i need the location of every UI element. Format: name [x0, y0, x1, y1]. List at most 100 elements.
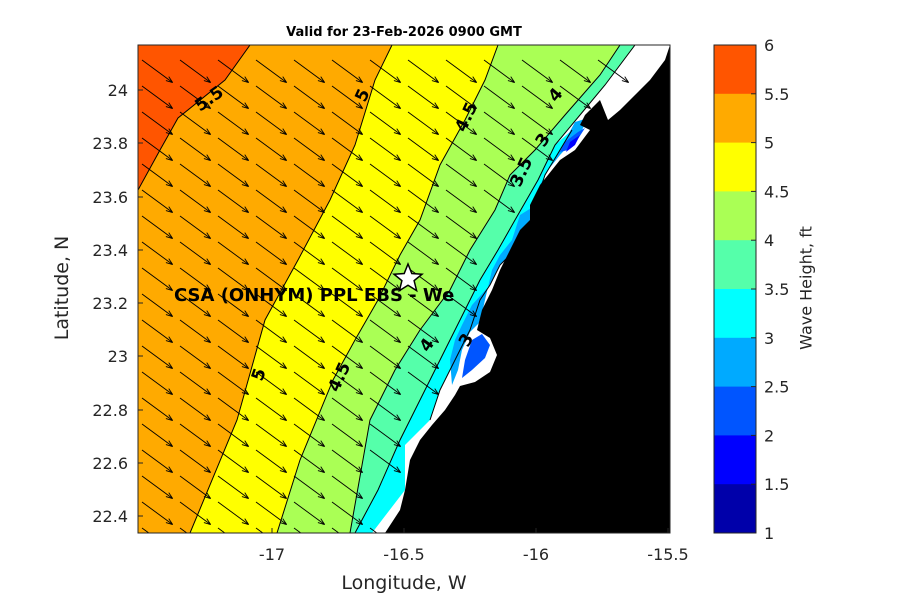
- arrow-shaft: [445, 85, 477, 109]
- arrow-head: [282, 362, 287, 369]
- arrow-head: [203, 184, 211, 187]
- arrow-head: [282, 336, 287, 343]
- arrow-head: [282, 518, 287, 525]
- arrow-head: [472, 284, 477, 291]
- arrow-head: [355, 392, 363, 395]
- arrow-shaft: [331, 345, 363, 369]
- arrow-head: [203, 106, 211, 109]
- arrow-shaft: [369, 59, 401, 83]
- arrow-head: [469, 158, 477, 161]
- arrow-shaft: [445, 137, 477, 161]
- arrow-shaft: [255, 163, 287, 187]
- arrow-head: [358, 128, 363, 135]
- arrow-head: [434, 76, 439, 83]
- arrow-head: [282, 310, 287, 317]
- colorbar-swatch: [714, 386, 756, 436]
- arrow-shaft: [293, 267, 325, 291]
- arrow-shaft: [293, 137, 325, 161]
- arrow-head: [358, 284, 363, 291]
- chart-title: Valid for 23-Feb-2026 0900 GMT: [286, 25, 522, 40]
- arrow-head: [434, 102, 439, 109]
- arrow-head: [203, 132, 211, 135]
- y-tick-label: 23: [108, 347, 128, 366]
- arrow-head: [282, 492, 287, 499]
- y-tick-label: 23.4: [92, 241, 128, 260]
- arrow-shaft: [255, 449, 287, 473]
- arrow-shaft: [217, 527, 226, 533]
- colorbar-tick-label: 5.5: [764, 85, 789, 104]
- arrow-shaft: [331, 85, 363, 109]
- arrow-head: [317, 496, 325, 499]
- arrow-shaft: [445, 293, 477, 317]
- arrow-head: [203, 288, 211, 291]
- arrow-head: [507, 106, 515, 109]
- arrow-head: [396, 232, 401, 239]
- arrow-shaft: [217, 59, 249, 83]
- arrow-head: [510, 128, 515, 135]
- arrow-shaft: [521, 527, 530, 533]
- arrow-head: [358, 76, 363, 83]
- arrow-shaft: [407, 111, 439, 135]
- arrow-head: [396, 466, 401, 473]
- arrow-head: [244, 466, 249, 473]
- arrow-head: [318, 549, 325, 551]
- arrow-head: [321, 545, 325, 551]
- arrow-head: [279, 496, 287, 499]
- arrow-head: [168, 154, 173, 161]
- arrow-head: [320, 518, 325, 525]
- arrow-shaft: [141, 475, 173, 499]
- x-axis-label: Longitude, W: [341, 572, 467, 594]
- arrow-head: [434, 180, 439, 187]
- arrow-shaft: [369, 527, 378, 533]
- arrow-head: [472, 310, 477, 317]
- arrow-shaft: [331, 59, 363, 83]
- arrow-shaft: [293, 319, 325, 343]
- arrow-head: [434, 206, 439, 213]
- arrow-shaft: [293, 449, 325, 473]
- arrow-head: [355, 444, 363, 447]
- arrow-head: [469, 132, 477, 135]
- arrow-head: [241, 418, 249, 421]
- arrow-head: [241, 314, 249, 317]
- arrow-head: [511, 545, 515, 551]
- arrow-head: [320, 466, 325, 473]
- arrow-head: [282, 128, 287, 135]
- arrow-shaft: [255, 111, 287, 135]
- arrow-shaft: [369, 137, 401, 161]
- arrow-head: [393, 340, 401, 343]
- arrow-head: [279, 314, 287, 317]
- arrow-shaft: [293, 189, 325, 213]
- arrow-head: [168, 76, 173, 83]
- arrow-head: [510, 76, 515, 83]
- arrow-head: [625, 545, 629, 551]
- arrow-head: [431, 80, 439, 83]
- arrow-head: [168, 388, 173, 395]
- arrow-shaft: [141, 111, 173, 135]
- arrow-shaft: [635, 527, 644, 533]
- arrow-head: [168, 180, 173, 187]
- arrow-shaft: [141, 215, 173, 239]
- arrow-head: [241, 262, 249, 265]
- arrow-shaft: [407, 215, 439, 239]
- y-tick-label: 24: [108, 81, 128, 100]
- arrow-shaft: [369, 215, 401, 239]
- arrow-head: [317, 340, 325, 343]
- arrow-head: [396, 440, 401, 447]
- star-icon: [392, 261, 424, 293]
- arrow-shaft: [217, 137, 249, 161]
- arrow-head: [320, 284, 325, 291]
- colorbar-tick-label: 4: [764, 231, 774, 250]
- arrow-head: [168, 414, 173, 421]
- arrow-head: [431, 210, 439, 213]
- arrow-shaft: [255, 527, 264, 533]
- arrow-shaft: [331, 267, 363, 291]
- arrow-head: [435, 545, 439, 551]
- arrow-head: [431, 366, 439, 369]
- map-field: [138, 45, 670, 551]
- arrow-shaft: [559, 59, 591, 83]
- arrow-head: [203, 366, 211, 369]
- arrow-head: [168, 336, 173, 343]
- arrow-head: [320, 388, 325, 395]
- arrow-shaft: [179, 423, 211, 447]
- band-4-4-5: [277, 45, 620, 533]
